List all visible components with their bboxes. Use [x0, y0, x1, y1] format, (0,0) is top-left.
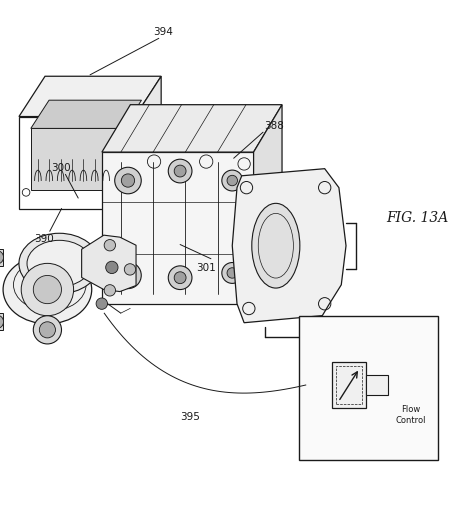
Text: 390: 390	[34, 233, 54, 243]
Circle shape	[0, 251, 3, 265]
Circle shape	[21, 264, 73, 316]
Polygon shape	[0, 314, 3, 331]
Polygon shape	[31, 101, 141, 129]
Circle shape	[124, 264, 136, 275]
Text: 395: 395	[180, 412, 200, 421]
Polygon shape	[254, 105, 282, 304]
Circle shape	[227, 268, 237, 278]
Ellipse shape	[252, 204, 300, 289]
Circle shape	[222, 263, 243, 284]
Circle shape	[174, 272, 186, 284]
Circle shape	[168, 266, 192, 290]
Bar	[336, 366, 362, 404]
Polygon shape	[102, 153, 254, 304]
Polygon shape	[232, 169, 346, 323]
Circle shape	[222, 171, 243, 191]
Polygon shape	[102, 105, 282, 153]
Text: 394: 394	[154, 27, 173, 37]
Text: 300: 300	[51, 163, 71, 173]
Circle shape	[115, 263, 141, 289]
Polygon shape	[221, 131, 238, 146]
Bar	[299, 316, 438, 460]
Circle shape	[106, 262, 118, 274]
Circle shape	[121, 269, 135, 282]
Polygon shape	[82, 236, 136, 292]
Circle shape	[33, 276, 62, 304]
Polygon shape	[135, 77, 161, 210]
Circle shape	[0, 316, 3, 329]
Text: FIG. 13A: FIG. 13A	[386, 211, 448, 224]
Polygon shape	[0, 249, 3, 266]
Circle shape	[121, 175, 135, 188]
Ellipse shape	[3, 256, 92, 324]
Text: 388: 388	[264, 121, 284, 130]
Circle shape	[33, 316, 62, 344]
Circle shape	[104, 240, 116, 251]
Circle shape	[168, 160, 192, 184]
Ellipse shape	[27, 241, 91, 287]
Circle shape	[96, 298, 108, 310]
Bar	[366, 375, 388, 395]
Circle shape	[104, 285, 116, 296]
Ellipse shape	[19, 234, 100, 294]
Polygon shape	[19, 77, 161, 117]
Circle shape	[115, 168, 141, 194]
Circle shape	[39, 322, 55, 338]
Circle shape	[174, 166, 186, 178]
Circle shape	[227, 176, 237, 186]
Polygon shape	[31, 129, 123, 191]
Polygon shape	[102, 257, 282, 304]
Text: 301: 301	[196, 263, 216, 272]
Bar	[332, 362, 366, 408]
Text: Flow
Control: Flow Control	[395, 404, 426, 424]
